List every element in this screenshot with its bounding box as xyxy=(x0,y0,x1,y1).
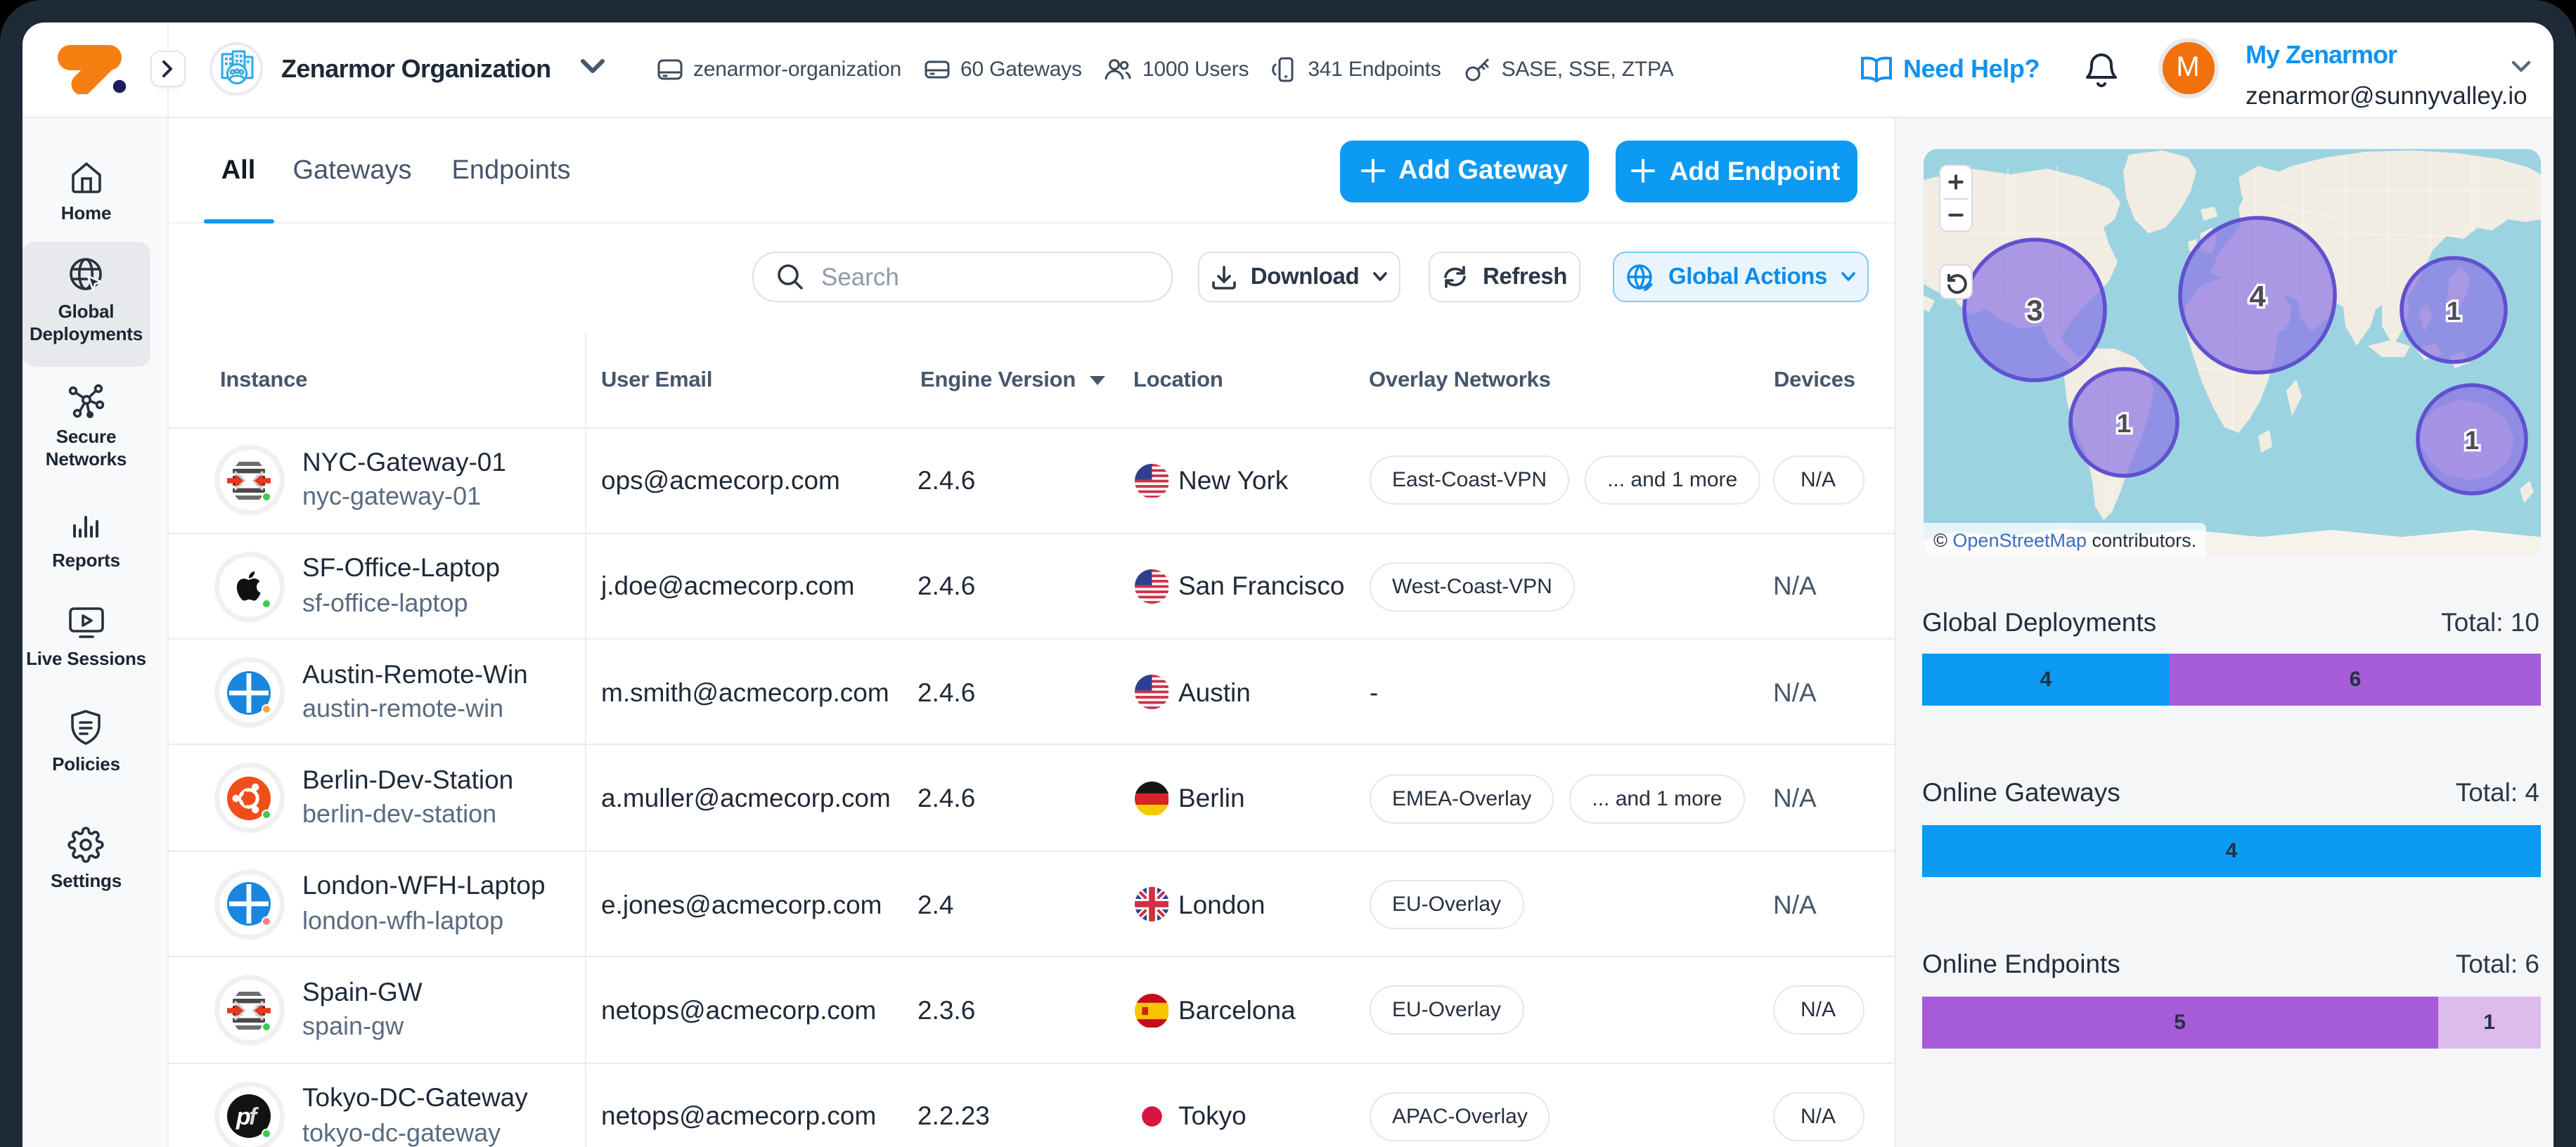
svg-text:4: 4 xyxy=(2249,279,2266,312)
svg-text:1: 1 xyxy=(2465,425,2480,454)
svg-text:1: 1 xyxy=(2447,296,2461,325)
svg-text:1: 1 xyxy=(2117,408,2132,437)
svg-text:3: 3 xyxy=(2026,293,2042,326)
svg-text:f: f xyxy=(249,1103,259,1130)
svg-text:p: p xyxy=(236,1103,251,1130)
